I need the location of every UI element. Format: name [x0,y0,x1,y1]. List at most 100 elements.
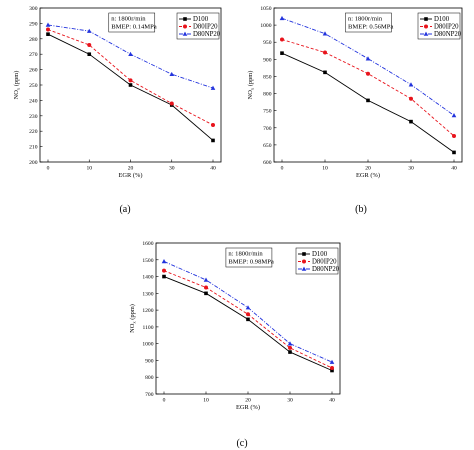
y-tick-label: 700 [263,126,272,132]
legend-marker [424,17,428,21]
data-point-d80ip20 [330,365,334,370]
y-tick-label: 1400 [142,275,153,281]
y-tick-label: 1600 [142,241,153,247]
y-axis-label: NOx (ppm) [129,304,137,333]
condition-box [345,12,392,33]
series-line-d100 [281,52,455,153]
series-line-d80np20 [281,17,455,116]
x-tick-label: 20 [128,166,134,172]
data-point-d80ip20 [288,345,292,350]
data-point-d80np20 [245,305,251,310]
legend-label: D100 [193,16,209,23]
x-tick-label: 40 [451,166,457,172]
y-tick-label: 1050 [260,6,271,12]
legend-marker [183,17,187,21]
y-tick-label: 1500 [142,258,153,264]
x-tick-label: 0 [163,398,166,404]
y-tick-label: 1300 [142,291,153,297]
y-tick-label: 700 [145,392,154,398]
series-line-d100 [47,33,214,141]
y-tick-label: 240 [29,98,38,104]
x-axis-label: EGR (%) [119,172,143,179]
condition-text: BMEP: 0.56MPa [348,24,394,31]
legend-label: D80NP20 [434,31,462,38]
data-point-d80np20 [210,85,216,90]
caption-c: (c) [236,438,247,449]
data-point-d100 [330,368,334,373]
x-tick-label: 20 [365,166,371,172]
data-point-d100 [46,32,50,36]
condition-box [108,12,156,33]
y-tick-label: 1200 [142,308,153,314]
data-point-d100 [204,291,208,296]
x-tick-label: 30 [169,166,175,172]
y-tick-label: 650 [263,143,272,149]
x-tick-label: 40 [329,398,335,404]
data-point-d100 [211,138,215,143]
legend-marker [302,259,306,264]
x-tick-label: 10 [322,166,328,172]
y-tick-label: 280 [29,37,38,43]
data-point-d80np20 [365,56,371,61]
y-tick-label: 750 [263,109,272,115]
caption-a: (a) [119,204,130,215]
legend-marker [301,266,307,271]
y-tick-label: 850 [263,74,272,80]
legend-marker [424,24,428,29]
data-point-d100 [246,317,250,322]
data-point-d100 [288,350,292,354]
data-point-d80np20 [203,277,209,282]
data-point-d80ip20 [128,78,133,83]
x-tick-label: 10 [86,166,92,172]
y-tick-label: 600 [263,160,272,166]
caption-b: (b) [355,204,367,215]
data-point-d100 [409,119,413,124]
y-tick-label: 300 [29,6,38,12]
legend-marker [302,252,306,256]
data-point-d80np20 [322,31,328,36]
condition-box [225,247,273,268]
y-tick-label: 220 [29,129,38,135]
legend-label: D80IP20 [193,24,218,31]
y-tick-label: 290 [29,21,38,27]
x-tick-label: 0 [281,166,284,172]
x-tick-label: 30 [287,398,293,404]
data-point-d100 [366,98,370,103]
y-tick-label: 230 [29,114,38,120]
x-tick-label: 20 [245,398,251,404]
data-point-d80np20 [279,15,285,21]
series-line-d100 [163,276,333,371]
data-point-d80ip20 [409,96,413,101]
chart-c: 700 800 900 1000 1100 1200 1300 1400 1500 1600 0 10… [129,241,341,411]
legend-label: D80IP20 [434,24,459,31]
data-point-d100 [452,150,456,155]
series-line-d80ip20 [47,29,214,126]
x-tick-label: 0 [47,166,50,172]
y-tick-label: 250 [29,83,38,89]
y-tick-label: 200 [29,160,38,166]
y-tick-label: 1100 [143,325,154,331]
data-point-d80np20 [408,82,414,87]
y-axis-label: NOx (ppm) [13,71,21,100]
data-point-d80ip20 [366,71,370,76]
data-point-d80np20 [128,51,133,56]
data-point-d80ip20 [204,285,208,290]
y-tick-label: 210 [29,145,38,151]
series-line-d80np20 [163,261,333,363]
y-axis-label: NOx (ppm) [247,71,255,100]
data-point-d100 [128,83,133,87]
y-tick-label: 270 [29,52,38,58]
legend-label: D100 [312,251,328,258]
y-tick-label: 900 [263,57,272,63]
y-tick-label: 800 [263,92,272,98]
data-point-d80ip20 [452,133,456,138]
y-tick-label: 1000 [142,342,153,348]
data-point-d100 [323,70,327,75]
data-point-d80ip20 [87,42,92,47]
data-point-d80np20 [86,28,92,33]
x-tick-label: 30 [408,166,414,172]
data-point-d100 [162,274,166,279]
chart-b: 600 650 700 750 800 850 900 950 1000 1050 0 10 20 30 4… [247,6,463,179]
data-point-d80np20 [169,71,175,77]
